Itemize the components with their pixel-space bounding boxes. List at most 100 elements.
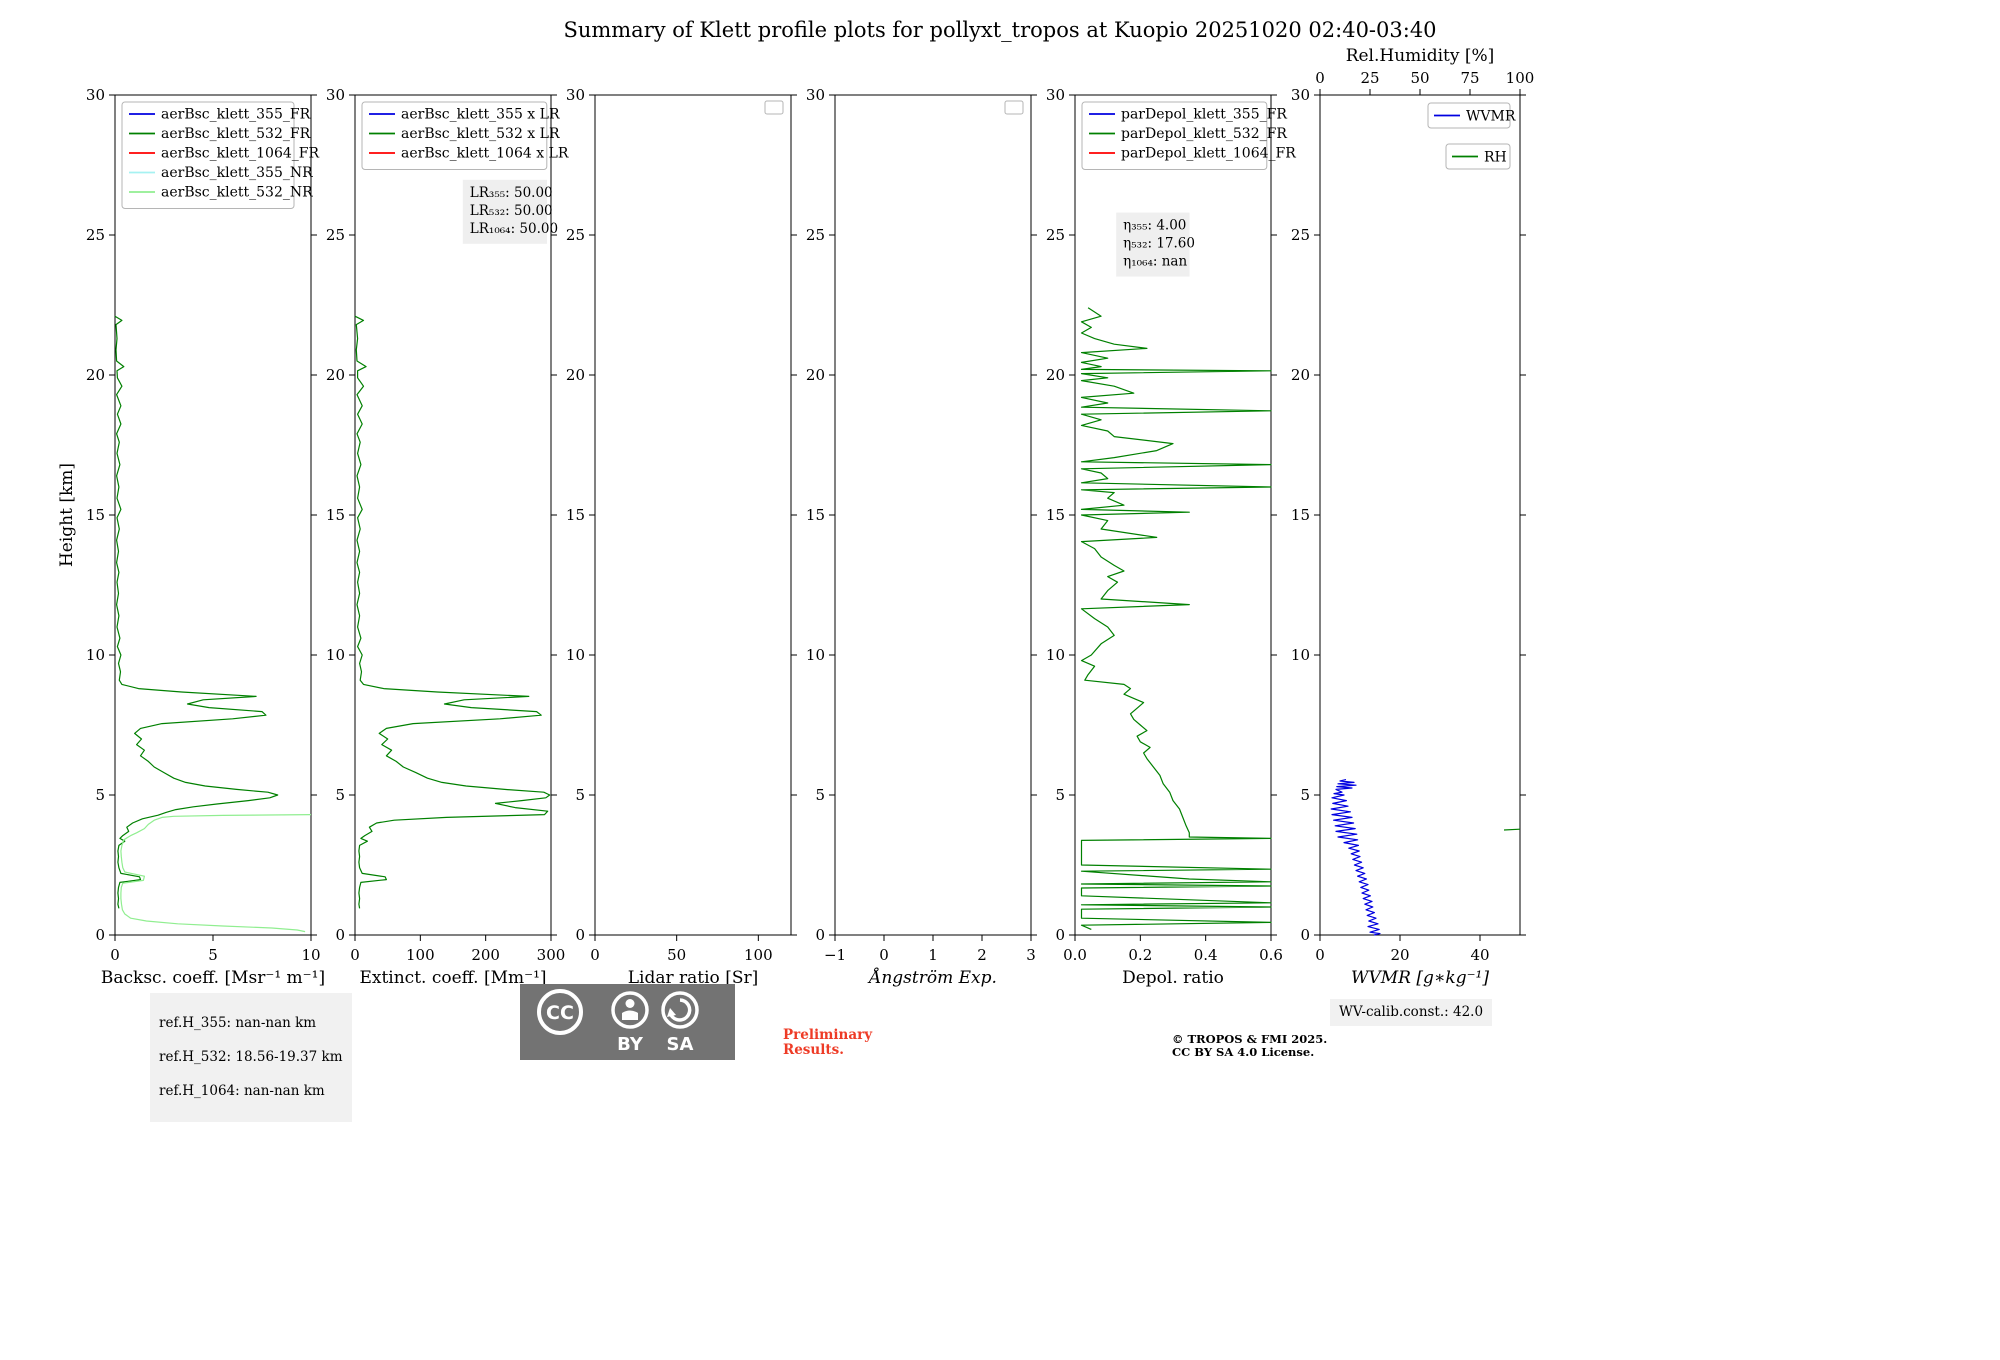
- y-tick-label: 30: [326, 86, 345, 104]
- y-tick-label: 5: [1300, 786, 1310, 804]
- x-tick-label: 0: [350, 946, 360, 964]
- share-alike-arrowhead: [667, 1008, 676, 1017]
- top-x-tick-label: 75: [1460, 69, 1479, 87]
- annotation-box: [1116, 212, 1190, 277]
- empty-legend-box: [1004, 100, 1024, 115]
- y-tick-label: 15: [566, 506, 585, 524]
- legend-label: parDepol_klett_1064_FR: [1121, 146, 1296, 162]
- cc-badge-graphic: CC BY SA: [520, 984, 735, 1060]
- axes-frame-angstrom: [834, 94, 1032, 936]
- annotation-line: LR₁₀₆₄: 50.00: [470, 221, 558, 237]
- ref-h-532: ref.H_532: 18.56-19.37 km: [159, 1049, 343, 1065]
- top-x-tick-label: 100: [1506, 69, 1535, 87]
- x-axis-label-backscatter: Backsc. coeff. [Msr⁻¹ m⁻¹]: [101, 968, 325, 988]
- y-tick-label: 0: [335, 926, 345, 944]
- y-axis-label: Height [km]: [57, 463, 77, 567]
- y-tick-label: 10: [1046, 646, 1065, 664]
- series-RH: [1503, 828, 1521, 831]
- x-tick-label: 100: [406, 946, 435, 964]
- y-tick-label: 15: [806, 506, 825, 524]
- annotation-line: LR₃₅₅: 50.00: [470, 185, 553, 201]
- legend-box: [361, 101, 548, 170]
- x-axis-label-wvmr: WVMR [g∗kg⁻¹]: [1351, 968, 1489, 988]
- x-axis-label-depol: Depol. ratio: [1122, 968, 1224, 988]
- annotation-line: LR₅₃₂: 50.00: [470, 203, 553, 219]
- legend-label: aerBsc_klett_355_NR: [161, 165, 313, 181]
- top-x-axis-label: Rel.Humidity [%]: [1346, 46, 1495, 66]
- panel-backscatter: 0 5 10 15 20 25 30 0 5 10 Backsc. coeff. [Msr⁻¹ m⁻…: [86, 86, 325, 988]
- copyright-note: © TROPOS & FMI 2025. CC BY SA 4.0 Licens…: [1172, 1032, 1328, 1059]
- legend-label: aerBsc_klett_355 x LR: [401, 107, 560, 123]
- y-tick-label: 30: [86, 86, 105, 104]
- series-aerBsc_klett_532_FR: [114, 315, 279, 909]
- x-tick-label: 0.0: [1063, 946, 1087, 964]
- preliminary-note: Preliminary Results.: [783, 1027, 873, 1058]
- y-tick-label: 20: [566, 366, 585, 384]
- y-tick-label: 0: [95, 926, 105, 944]
- series-aerBsc_klett_532_x_LR: [354, 315, 551, 909]
- annotation-box: [462, 179, 547, 244]
- y-tick-label: 30: [566, 86, 585, 104]
- y-tick-label: 25: [1046, 226, 1065, 244]
- cc-circle-label: CC: [546, 1002, 574, 1024]
- ref-h-1064: ref.H_1064: nan-nan km: [159, 1083, 325, 1099]
- y-tick-label: 20: [1291, 366, 1310, 384]
- x-tick-label: 0.6: [1259, 946, 1283, 964]
- x-axis-label-lidar-ratio: Lidar ratio [Sr]: [628, 968, 758, 988]
- top-x-tick-label: 0: [1315, 69, 1325, 87]
- axes-frame-lidar-ratio: [594, 94, 792, 936]
- y-tick-label: 5: [335, 786, 345, 804]
- x-tick-label: 0.2: [1128, 946, 1152, 964]
- y-tick-label: 5: [1055, 786, 1065, 804]
- legend-label: aerBsc_klett_532_FR: [161, 126, 311, 142]
- x-tick-label: 1: [928, 946, 938, 964]
- x-tick-label: 10: [301, 946, 320, 964]
- top-x-tick-label: 25: [1360, 69, 1379, 87]
- y-tick-label: 25: [1291, 226, 1310, 244]
- x-tick-label: 0: [1315, 946, 1325, 964]
- panel-angstrom: 0 5 10 15 20 25 30 −1 0 1 2 3 Ångström Exp.: [806, 86, 1037, 988]
- annotation-line: η₁₀₆₄: nan: [1123, 254, 1187, 270]
- x-tick-label: 3: [1026, 946, 1036, 964]
- y-tick-label: 15: [1046, 506, 1065, 524]
- panel-wvmr: 0 5 10 15 20 25 30 0 20 40 0 25 50 75 100 Rel.Humidity …: [1291, 46, 1534, 988]
- y-tick-label: 5: [815, 786, 825, 804]
- y-tick-label: 25: [326, 226, 345, 244]
- axes-frame-backscatter: [114, 94, 312, 936]
- axes-frame-wvmr: [1319, 94, 1521, 936]
- legend-box: [121, 101, 295, 209]
- cc-circle-icon: [537, 989, 583, 1035]
- x-tick-label: 0: [879, 946, 889, 964]
- series-aerBsc_klett_532_NR: [120, 814, 312, 933]
- legend-label: parDepol_klett_355_FR: [1121, 107, 1287, 123]
- share-alike-icon: [661, 991, 699, 1029]
- y-tick-label: 20: [806, 366, 825, 384]
- attribution-person-icon: [611, 991, 649, 1029]
- annotation-line: η₅₃₂: 17.60: [1123, 236, 1195, 252]
- y-tick-label: 20: [326, 366, 345, 384]
- y-tick-label: 30: [806, 86, 825, 104]
- panel-depol: 0 5 10 15 20 25 30 0.0 0.2 0.4 0.6 Depol. ratio parD…: [1046, 86, 1296, 988]
- wv-calib-box: WV-calib.const.: 42.0: [1330, 999, 1493, 1026]
- y-tick-label: 20: [86, 366, 105, 384]
- top-x-tick-label: 50: [1410, 69, 1429, 87]
- y-tick-label: 10: [86, 646, 105, 664]
- cc-license-badge[interactable]: CC BY SA: [520, 984, 735, 1060]
- person-head: [625, 999, 635, 1008]
- series-WVMR: [1330, 779, 1381, 936]
- x-tick-label: 0: [590, 946, 600, 964]
- person-body: [622, 1010, 638, 1020]
- y-tick-label: 0: [815, 926, 825, 944]
- y-tick-label: 25: [566, 226, 585, 244]
- by-label: BY: [617, 1034, 644, 1055]
- annotation-line: η₃₅₅: 4.00: [1123, 218, 1186, 234]
- x-tick-label: 2: [977, 946, 987, 964]
- y-tick-label: 15: [86, 506, 105, 524]
- y-tick-label: 10: [566, 646, 585, 664]
- figure-title: Summary of Klett profile plots for polly…: [563, 18, 1437, 42]
- x-tick-label: 300: [537, 946, 566, 964]
- legend-label: parDepol_klett_532_FR: [1121, 126, 1287, 142]
- y-tick-label: 0: [1055, 926, 1065, 944]
